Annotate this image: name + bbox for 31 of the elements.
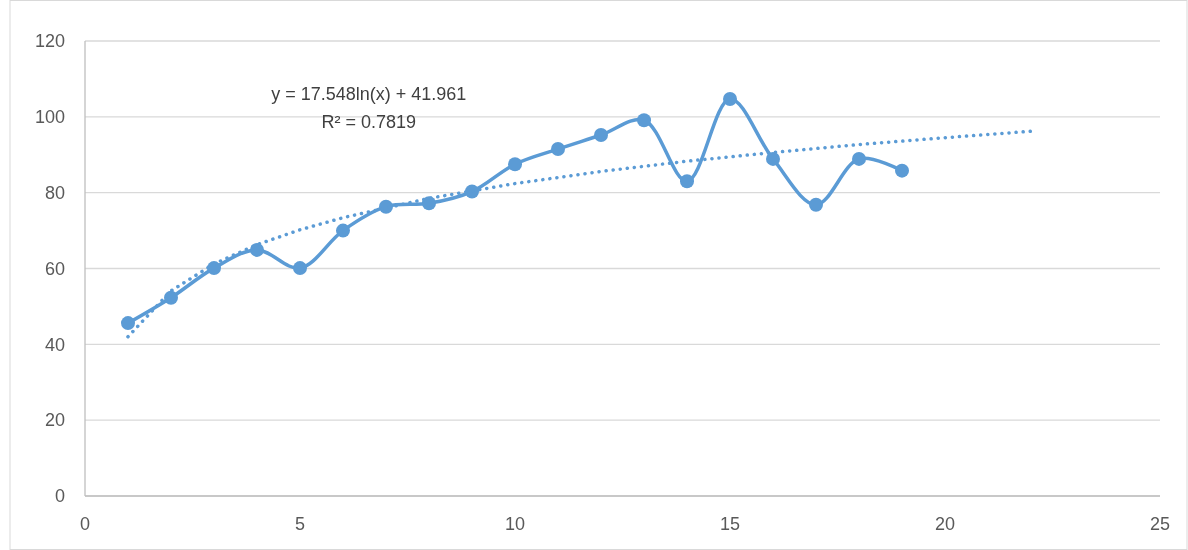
- x-tick-label: 20: [934, 514, 956, 534]
- x-tick-label: 10: [504, 514, 526, 534]
- y-tick-label: 100: [34, 107, 65, 128]
- y-tick-label: 20: [44, 410, 65, 431]
- y-tick-label: 40: [44, 334, 65, 355]
- point: [293, 261, 307, 276]
- y-tick-label: 80: [44, 182, 65, 203]
- y-tick-label: 60: [44, 258, 65, 279]
- point: [594, 128, 608, 143]
- point: [680, 174, 694, 189]
- x-tick-label: 0: [79, 514, 91, 534]
- point: [809, 197, 823, 212]
- point: [164, 290, 178, 305]
- point: [336, 223, 350, 238]
- point: [895, 163, 909, 178]
- point: [551, 142, 565, 157]
- annotation: y = 17.548ln(x) + 41.961: [271, 83, 467, 104]
- point: [250, 242, 264, 257]
- x-tick-label: 15: [719, 514, 741, 534]
- point: [121, 316, 135, 331]
- point: [723, 92, 737, 107]
- y-tick-label: 0: [54, 486, 65, 507]
- point: [508, 157, 522, 172]
- x-tick-label: 25: [1149, 514, 1171, 534]
- point: [852, 151, 866, 166]
- annotation: R² = 0.7819: [321, 111, 417, 132]
- point: [422, 196, 436, 211]
- point: [637, 113, 651, 128]
- x-tick-label: 5: [294, 514, 306, 534]
- point: [766, 151, 780, 166]
- y-tick-label: 120: [34, 31, 65, 52]
